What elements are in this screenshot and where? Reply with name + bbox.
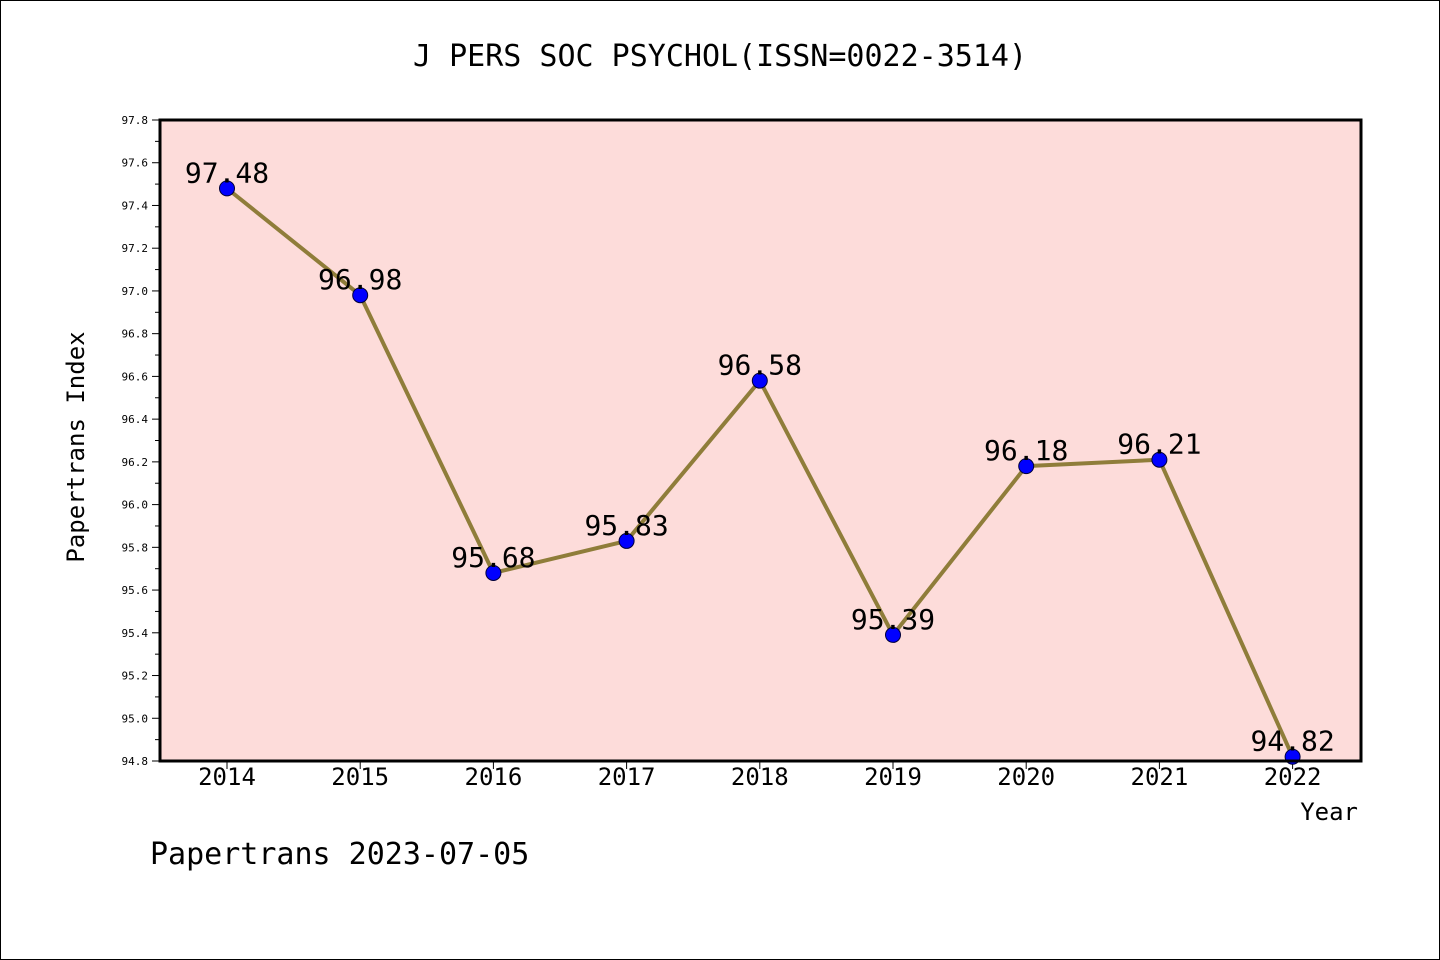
y-tick-label: 95.6 <box>122 584 149 597</box>
data-label: 95.83 <box>584 509 668 542</box>
y-tick-label: 97.6 <box>122 157 149 170</box>
data-points <box>219 180 1301 765</box>
data-label: 97.48 <box>185 156 269 189</box>
plot-border <box>158 118 1363 763</box>
y-tick-label: 96.2 <box>122 456 149 469</box>
y-axis-label: Papertrans Index <box>62 331 90 562</box>
x-tick-label: 2016 <box>465 763 523 791</box>
plot-area <box>160 120 1361 761</box>
y-tick-label: 97.0 <box>122 285 149 298</box>
x-tick-label: 2018 <box>731 763 789 791</box>
y-tick-label: 95.0 <box>122 712 149 725</box>
footer-text: Papertrans 2023-07-05 <box>150 837 529 872</box>
data-label: 96.98 <box>318 263 402 296</box>
data-point <box>352 287 369 304</box>
y-tick-label: 97.8 <box>122 114 149 127</box>
x-tick-label: 2019 <box>864 763 922 791</box>
y-tick-label: 95.4 <box>122 627 149 640</box>
data-label: 96.21 <box>1117 428 1201 461</box>
data-label: 96.58 <box>718 349 802 382</box>
data-label: 95.68 <box>451 541 535 574</box>
x-tick-label: 2015 <box>331 763 389 791</box>
y-tick-label: 97.2 <box>122 242 149 255</box>
y-tick-label: 95.8 <box>122 541 149 554</box>
x-tick-label: 2021 <box>1131 763 1189 791</box>
chart-title: J PERS SOC PSYCHOL(ISSN=0022-3514) <box>413 39 1027 74</box>
y-tick-label: 94.8 <box>122 755 149 768</box>
data-label: 95.39 <box>851 603 935 636</box>
data-point <box>485 564 502 581</box>
x-axis-label: Year <box>1300 798 1358 826</box>
y-tick-label: 95.2 <box>122 670 149 683</box>
data-label: 96.18 <box>984 434 1068 467</box>
data-point <box>618 532 635 549</box>
y-tick-label: 96.4 <box>122 413 149 426</box>
data-labels: 97.48 96.98 95.68 95.83 96.58 95.39 96.18 96.21… <box>185 156 1335 757</box>
y-tick-label: 97.4 <box>122 199 149 212</box>
data-point <box>219 180 235 197</box>
x-tick-label: 2014 <box>198 763 256 791</box>
x-tick-label: 2022 <box>1264 763 1322 791</box>
y-tick-label: 96.8 <box>122 328 149 341</box>
x-axis-ticks: 2014 2015 2016 2017 2018 2019 2020 2021 2022 <box>198 761 1321 791</box>
x-tick-label: 2020 <box>997 763 1055 791</box>
data-point <box>751 372 768 389</box>
y-axis-ticks: 94.8 95.0 95.2 95.4 95.6 95.8 96.0 96.2 96.4 96.6… <box>122 114 160 768</box>
y-tick-label: 96.6 <box>122 370 149 383</box>
data-point <box>1018 458 1035 475</box>
data-point <box>1151 451 1168 468</box>
data-point <box>885 626 901 643</box>
y-tick-label: 96.0 <box>122 499 149 512</box>
x-tick-label: 2017 <box>598 763 656 791</box>
data-label: 94.82 <box>1250 725 1334 758</box>
